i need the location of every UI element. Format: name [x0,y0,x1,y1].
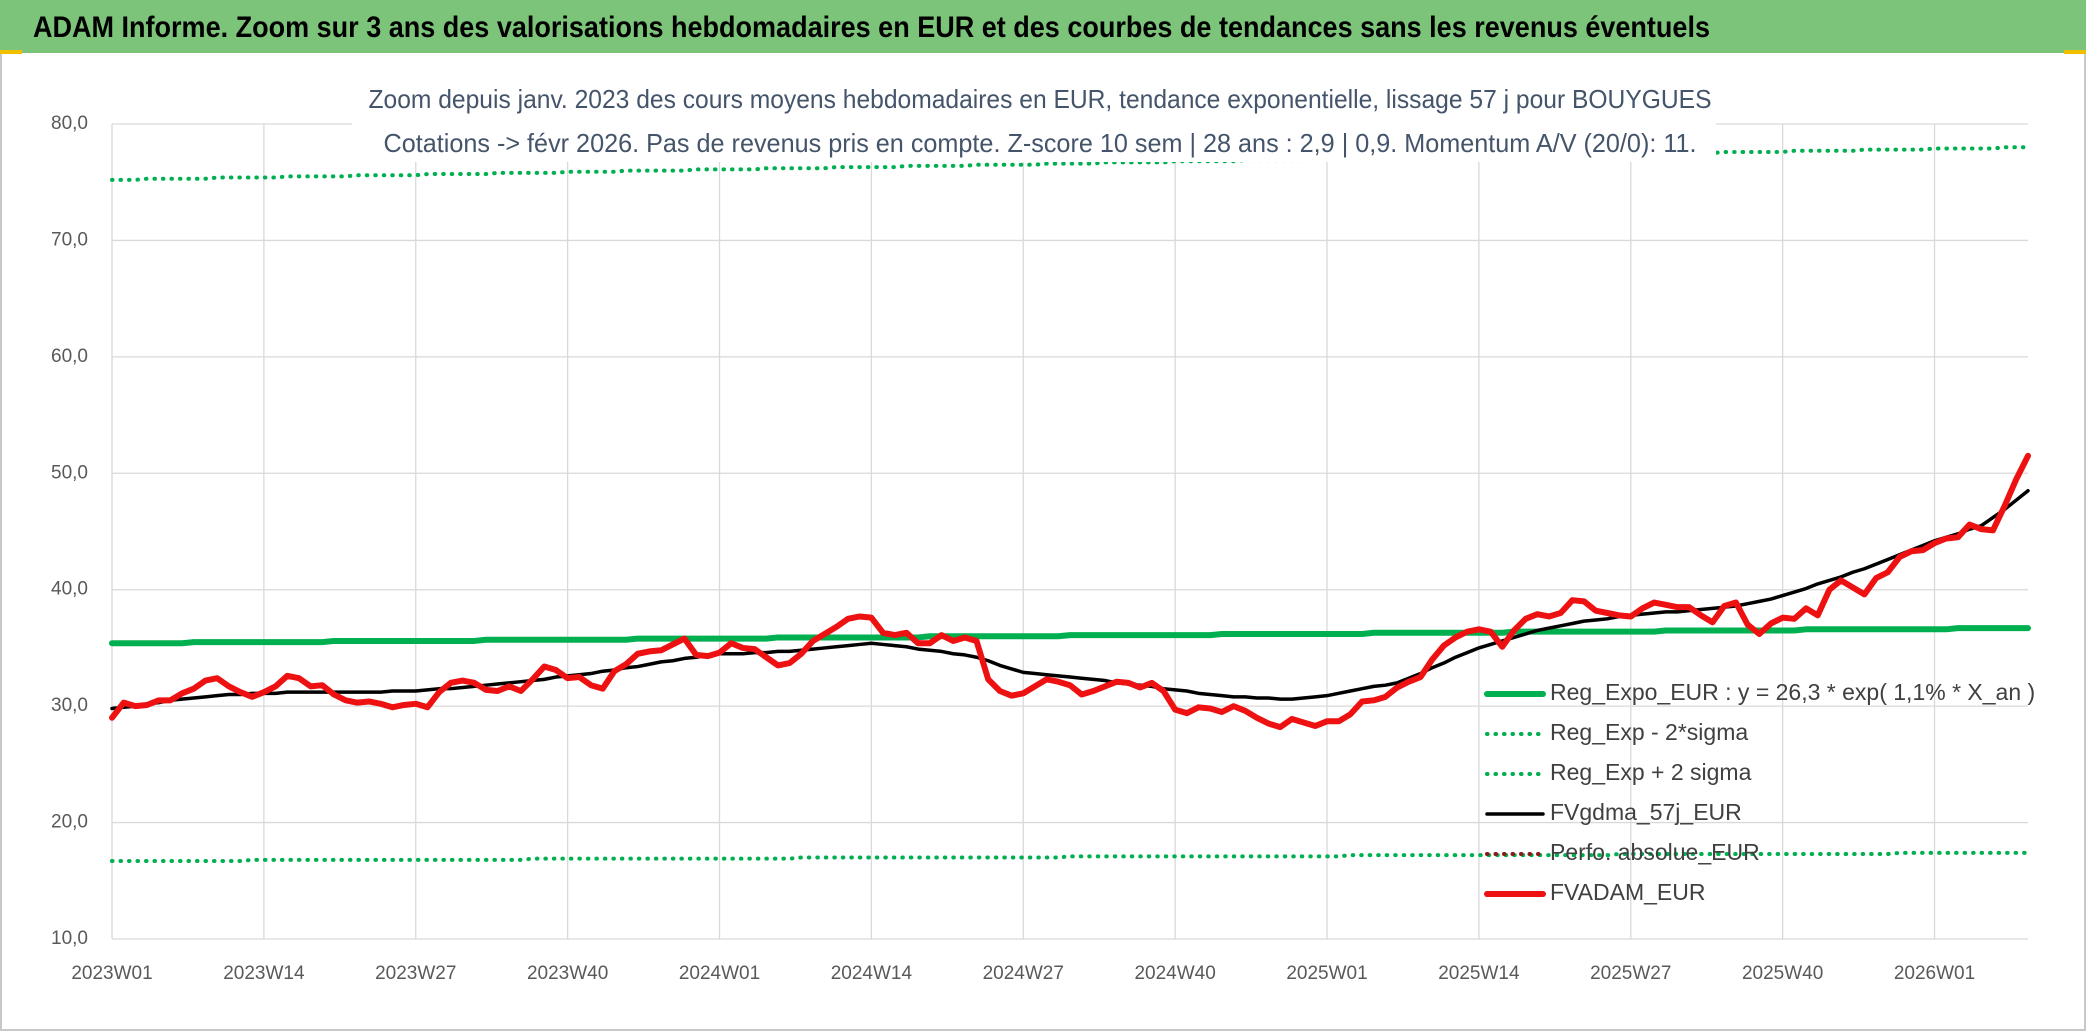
series-line [109,625,2031,647]
series-line [109,452,2031,731]
x-tick-label: 2025W27 [1590,963,1671,984]
legend-label: FVgdma_57j_EUR [1550,799,1742,825]
x-tick-label: 2023W40 [527,963,608,984]
legend-label: Reg_Exp - 2*sigma [1550,719,1748,745]
title-bar [0,0,2086,53]
legend-label: Perfo. absolue_EUR [1550,839,1760,865]
corner [2064,50,2086,54]
subtitle-box [352,82,1716,162]
y-tick-label: 50,0 [51,462,88,483]
x-tick-label: 2025W01 [1286,963,1367,984]
y-tick-label: 60,0 [51,346,88,367]
legend-label: FVADAM_EUR [1550,879,1706,905]
y-tick-label: 40,0 [51,579,88,600]
x-tick-label: 2024W27 [983,963,1064,984]
chart-title: ADAM Informe. Zoom sur 3 ans des valoris… [33,11,1710,44]
corner [0,50,22,54]
x-tick-label: 2024W01 [679,963,760,984]
legend-label: Reg_Expo_EUR : y = 26,3 * exp( 1,1% * X_… [1550,679,2035,705]
y-tick-label: 20,0 [51,812,88,833]
x-tick-label: 2024W14 [831,963,913,984]
chart-subtitle: Zoom depuis janv. 2023 des cours moyens … [369,84,1712,114]
y-tick-label: 70,0 [51,229,88,250]
x-tick-label: 2023W27 [375,963,456,984]
x-tick-label: 2024W40 [1134,963,1215,984]
chart-subtitle: Cotations -> févr 2026. Pas de revenus p… [384,128,1697,158]
x-tick-label: 2023W01 [71,963,152,984]
y-tick-label: 80,0 [51,113,88,134]
series-line [110,489,2030,711]
x-tick-label: 2023W14 [223,963,305,984]
x-tick-label: 2026W01 [1894,963,1975,984]
y-tick-label: 10,0 [51,928,88,949]
y-tick-label: 30,0 [51,695,88,716]
legend-label: Reg_Exp + 2 sigma [1550,759,1752,785]
x-tick-label: 2025W40 [1742,963,1823,984]
x-tick-label: 2025W14 [1438,963,1520,984]
series-line [110,850,2030,863]
